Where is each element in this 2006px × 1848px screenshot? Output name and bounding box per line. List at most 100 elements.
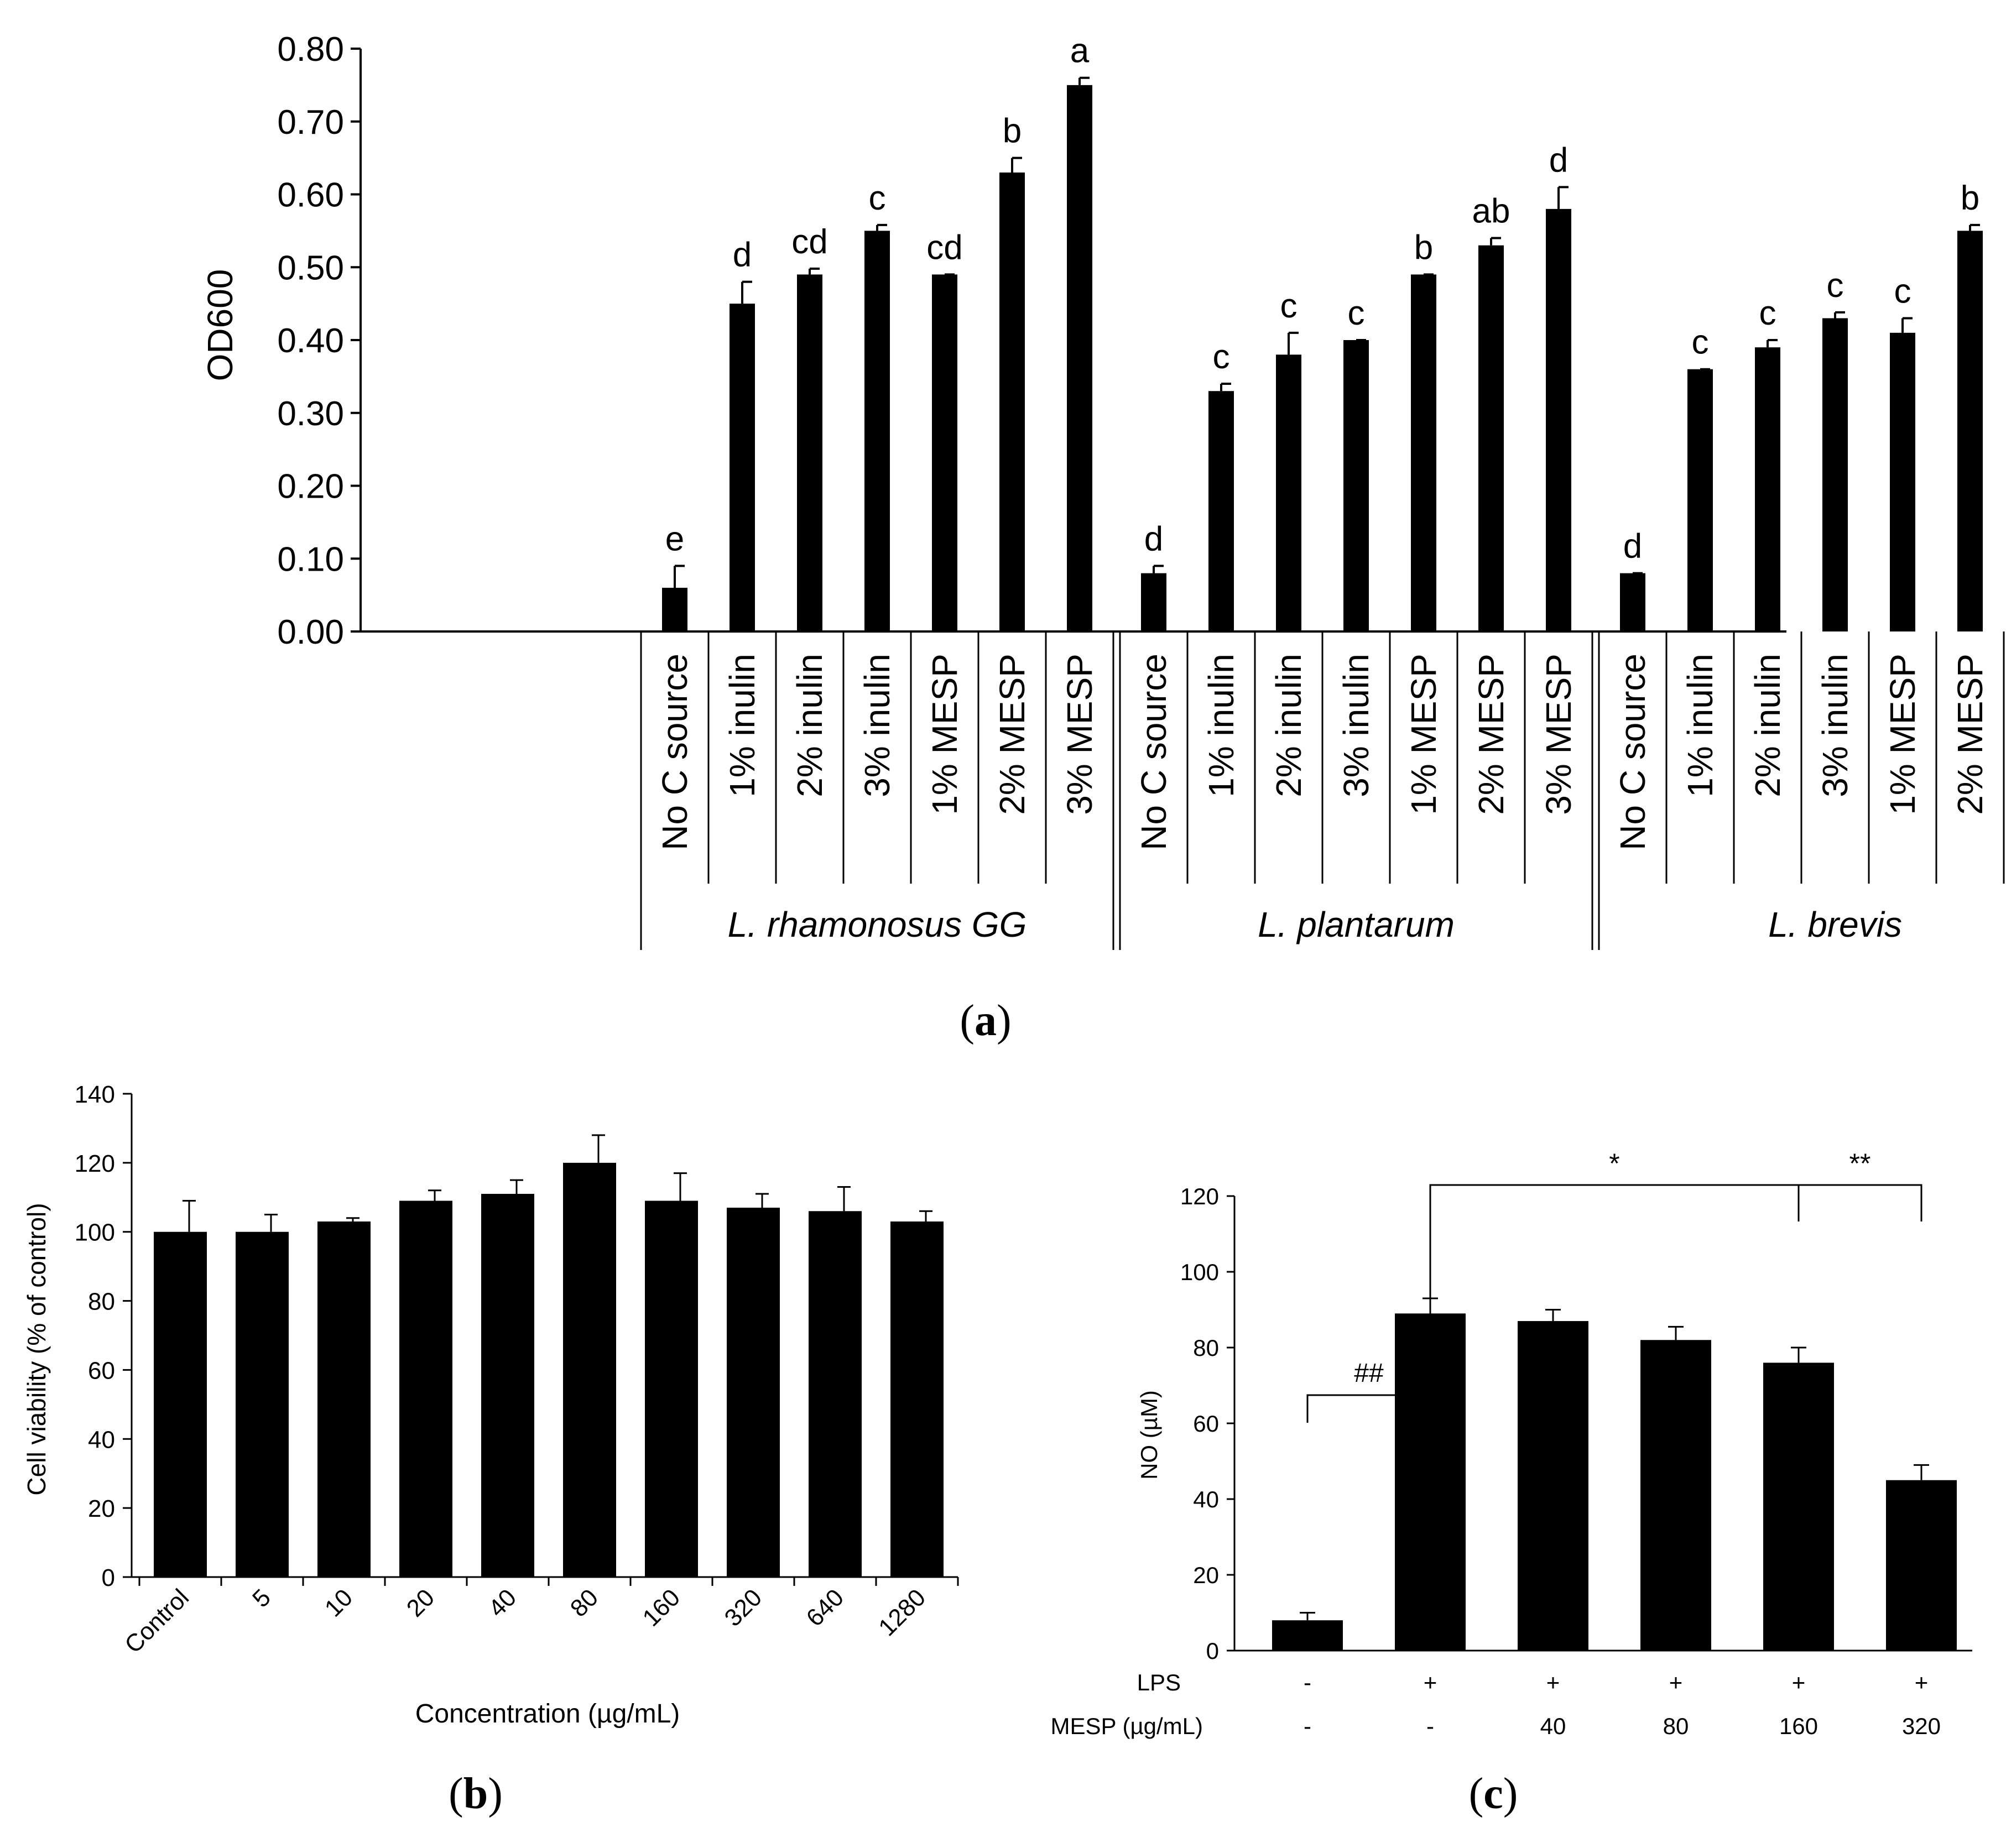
- panel-c-treatment-rows: - - + - +40 +80 +160 +320 LPS MESP (µg/mL): [1051, 1669, 1941, 1739]
- panel-a-letter: c: [869, 179, 886, 217]
- panel-b-x-tick-label: 20: [402, 1584, 440, 1622]
- panel-b-axes: [131, 1094, 959, 1586]
- panel-b-y-tick-label: 0: [102, 1564, 115, 1591]
- panel-a-letter: c: [1280, 287, 1298, 325]
- panel-a-y-tick-label: 0.50: [277, 249, 344, 287]
- panel-a-chart: edcdccdbadcccbabddccccba 0.000.100.200.3…: [200, 30, 2005, 1045]
- panel-a-y-tick-label: 0.00: [277, 613, 344, 651]
- panel-c-label-letter: c: [1483, 1769, 1503, 1818]
- panel-a-category-label: 3% inulin: [1336, 654, 1376, 797]
- panel-a-bar: [1141, 573, 1166, 631]
- panel-b-bar: [563, 1162, 616, 1577]
- panel-c-label: (c): [1469, 1769, 1518, 1818]
- panel-b-x-tick-label: 40: [483, 1584, 522, 1622]
- panel-a-category-label: 3% inulin: [1815, 654, 1855, 797]
- panel-b-x-tick-label: 160: [638, 1584, 686, 1632]
- panel-a-y-tick-label: 0.40: [277, 322, 344, 360]
- panel-a-category-label: 2% MESP: [992, 654, 1032, 815]
- panel-a-letter: c: [1692, 323, 1709, 362]
- panel-c-y-tick-label: 120: [1180, 1183, 1219, 1209]
- panel-c-y-ticks: 0 20 40 60 80 100 120: [1180, 1183, 1234, 1664]
- panel-b-bar: [236, 1231, 289, 1577]
- panel-a-bar: [1067, 85, 1092, 631]
- panel-a-letter: cd: [926, 228, 962, 267]
- panel-a-letter: b: [1414, 228, 1433, 267]
- panel-c-lps-value: -: [1304, 1669, 1311, 1695]
- panel-a-category-label: 1% MESP: [1404, 654, 1444, 815]
- panel-b-bar: [809, 1211, 862, 1577]
- panel-b-y-tick-label: 60: [88, 1357, 115, 1384]
- panel-c-significance-brackets: ##* **: [1306, 1148, 1922, 1423]
- panel-a-significance-letters: edcdccdbadcccbabddccccba: [665, 32, 1979, 566]
- panel-a-y-tick-label: 0.70: [277, 103, 344, 142]
- panel-a-bar: [1620, 573, 1645, 631]
- panel-c-lps-value: +: [1546, 1669, 1560, 1695]
- panel-c-mesp-value: 80: [1663, 1713, 1689, 1739]
- panel-b-label: (b): [449, 1769, 503, 1818]
- panel-a-error-bars: [674, 76, 1980, 588]
- panel-c-mesp-value: -: [1426, 1713, 1434, 1739]
- panel-c-single-star-label: *: [1609, 1148, 1619, 1179]
- panel-a-category-label: 2% inulin: [1748, 654, 1788, 797]
- panel-a-letter: cd: [791, 223, 827, 261]
- panel-c-lps-value: +: [1424, 1669, 1437, 1695]
- panel-c-bar: [1272, 1620, 1343, 1651]
- panel-a-bar: [730, 304, 755, 631]
- panel-a-letter: a: [1070, 32, 1090, 70]
- panel-a-letter: c: [1894, 272, 1911, 310]
- panel-a-category-label: 1% MESP: [925, 654, 965, 815]
- panel-a-group-labels: L. rhamonosus GG L. plantarum L. brevis: [728, 905, 1902, 944]
- panel-a-bar: [864, 231, 890, 631]
- panel-a-category-label: No C source: [1134, 654, 1174, 850]
- panel-c-error-bars: [1300, 1297, 1929, 1621]
- panel-b-x-axis-label: Concentration (µg/mL): [415, 1699, 680, 1729]
- panel-b-bar: [645, 1200, 698, 1577]
- panel-c-y-tick-label: 40: [1193, 1486, 1219, 1512]
- panel-c-y-tick-label: 20: [1193, 1562, 1219, 1588]
- panel-b-chart: 0 20 40 60 80 100 120 140 Control 5 10 20 40 80 160 32…: [22, 1081, 959, 1818]
- panel-b-y-tick-label: 80: [88, 1288, 115, 1315]
- panel-a-category-label: 3% inulin: [857, 654, 897, 797]
- panel-a-y-tick-label: 0.30: [277, 395, 344, 433]
- panel-c-y-tick-label: 80: [1193, 1335, 1219, 1361]
- panel-a-category-label: 2% MESP: [1471, 654, 1511, 815]
- panel-b-y-ticks: 0 20 40 60 80 100 120 140: [75, 1081, 132, 1591]
- panel-c-bar: [1886, 1480, 1957, 1651]
- panel-a-letter: d: [1144, 520, 1163, 558]
- panel-a-bar: [999, 172, 1025, 632]
- panel-a-letter: d: [1623, 528, 1642, 566]
- panel-a-bar: [797, 274, 822, 631]
- panel-a-y-tick-label: 0.80: [277, 30, 344, 69]
- panel-a-bar: [932, 274, 957, 631]
- panel-a-letter: c: [1759, 294, 1776, 332]
- panel-a-category-label: 1% inulin: [1680, 654, 1720, 797]
- panel-a-group-label: L. brevis: [1768, 905, 1902, 944]
- panel-b-label-letter: b: [463, 1769, 488, 1818]
- panel-c-mesp-value: 320: [1902, 1713, 1941, 1739]
- panel-a-category-label: 1% inulin: [1201, 654, 1241, 797]
- panel-b-y-tick-label: 20: [88, 1495, 115, 1522]
- panel-a-letter: ab: [1472, 192, 1510, 231]
- panel-b-x-tick-label: 80: [565, 1584, 603, 1622]
- panel-a-bar: [1546, 208, 1571, 632]
- panel-b-y-tick-label: 140: [75, 1081, 115, 1108]
- panel-c-bar: [1763, 1362, 1834, 1651]
- panel-a-label: (a): [960, 996, 1011, 1045]
- panel-c-lps-value: +: [1792, 1669, 1806, 1695]
- panel-a-letter: d: [1549, 141, 1568, 179]
- panel-a-bar: [1411, 274, 1436, 631]
- panel-c-hash-label: ##: [1354, 1359, 1384, 1388]
- panel-a-bar: [1343, 340, 1369, 631]
- panel-a-bar: [1276, 354, 1301, 631]
- panel-c-double-star-label: **: [1849, 1148, 1871, 1179]
- panel-a-bar: [1687, 369, 1713, 631]
- panel-c-lps-value: +: [1915, 1669, 1929, 1695]
- panel-a-bar: [1822, 318, 1848, 631]
- panel-a-category-label: 2% inulin: [790, 654, 830, 797]
- panel-b-x-tick-label: Control: [119, 1584, 194, 1658]
- panel-c-lps-value: +: [1669, 1669, 1683, 1695]
- panel-c-mesp-value: 40: [1540, 1713, 1566, 1739]
- panel-c-y-axis-label: NO (µM): [1136, 1390, 1162, 1480]
- panel-b-x-tick-label: 10: [320, 1584, 358, 1622]
